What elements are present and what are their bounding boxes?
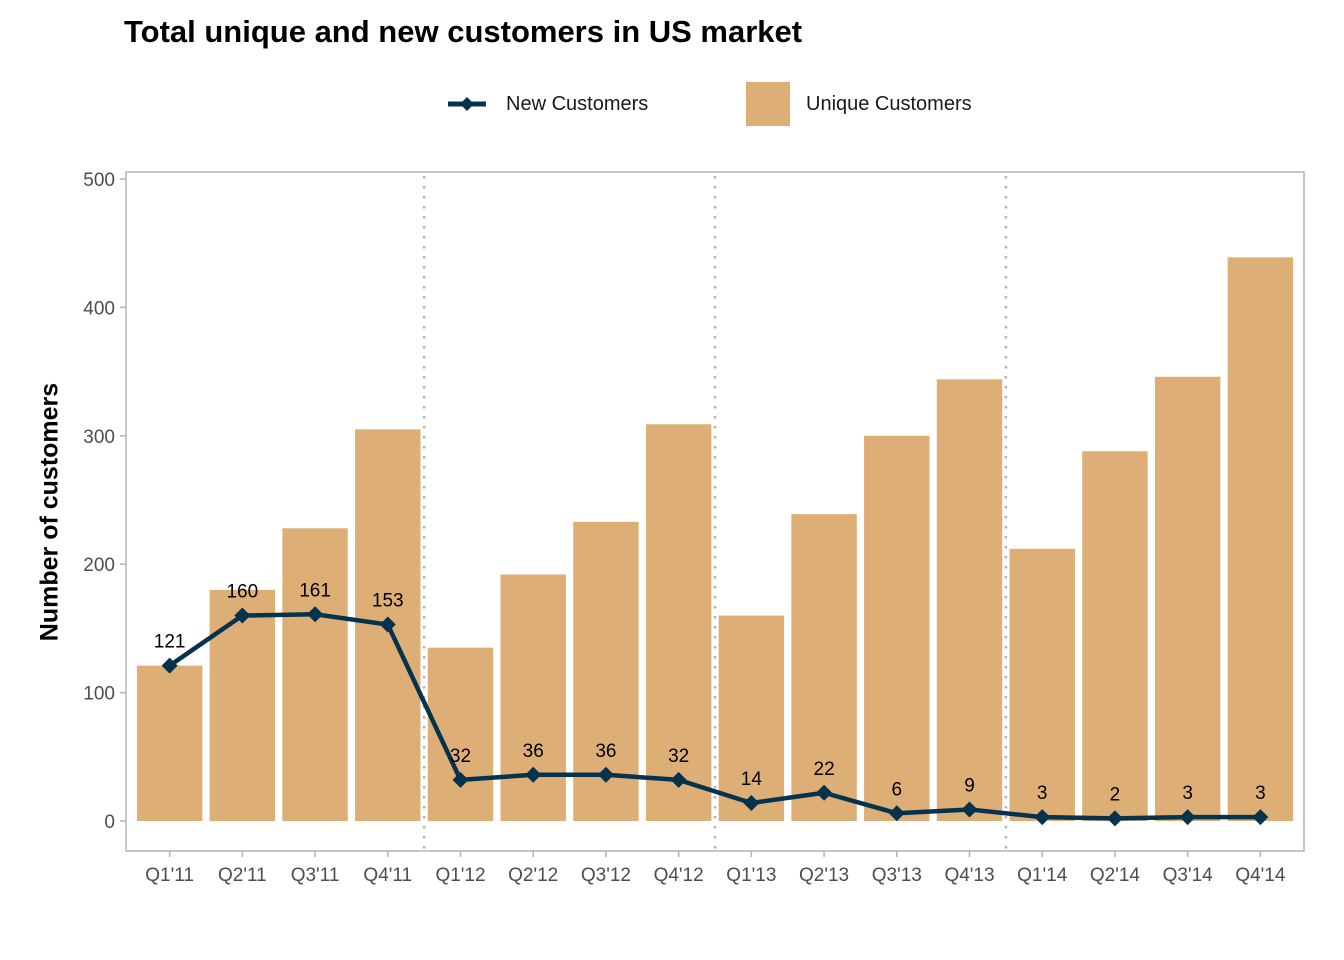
- x-tick-label: Q1'11: [145, 865, 194, 886]
- x-tick-label: Q4'13: [944, 865, 994, 886]
- data-label-new-customers: 14: [741, 769, 763, 790]
- x-tick-label: Q4'14: [1235, 865, 1286, 886]
- x-tick-label: Q3'13: [872, 865, 922, 886]
- data-label-new-customers: 121: [154, 632, 186, 653]
- new-customers-point: [743, 795, 760, 812]
- legend-item-unique-customers[interactable]: Unique Customers: [746, 80, 972, 128]
- bar-unique-customers: [136, 665, 203, 821]
- x-tick-label: Q2'14: [1090, 865, 1141, 886]
- y-tick-label: 200: [83, 555, 115, 576]
- bar-unique-customers: [936, 379, 1003, 821]
- new-customers-point: [234, 607, 251, 624]
- data-label-new-customers: 161: [299, 580, 331, 601]
- new-customers-point: [1034, 809, 1051, 826]
- legend-label-unique-customers: Unique Customers: [806, 92, 972, 115]
- bar-unique-customers: [1154, 376, 1221, 821]
- x-tick-label: Q2'13: [799, 865, 849, 886]
- new-customers-point: [1106, 810, 1123, 827]
- y-axis-title: Number of customers: [35, 382, 64, 642]
- x-tick-label: Q3'11: [291, 865, 340, 886]
- data-label-new-customers: 36: [595, 741, 616, 762]
- x-tick-label: Q1'12: [435, 865, 485, 886]
- legend-line-diamond-icon: [448, 97, 486, 111]
- new-customers-point: [1252, 809, 1269, 826]
- x-tick-label: Q3'14: [1163, 865, 1214, 886]
- y-tick-label: 300: [83, 427, 115, 448]
- bar-unique-customers: [282, 528, 348, 821]
- bar-unique-customers: [1227, 257, 1294, 822]
- data-label-new-customers: 6: [892, 779, 903, 800]
- bar-unique-customers: [718, 615, 785, 821]
- data-label-new-customers: 2: [1110, 784, 1121, 805]
- x-tick-label: Q4'12: [654, 865, 704, 886]
- bar-unique-customers: [209, 589, 276, 821]
- bar-unique-customers: [645, 424, 712, 821]
- new-customers-point: [670, 771, 687, 788]
- new-customers-point: [525, 766, 542, 783]
- new-customers-point: [379, 616, 396, 633]
- legend-item-new-customers[interactable]: New Customers: [446, 80, 648, 128]
- bar-unique-customers: [791, 514, 857, 821]
- bar-unique-customers: [864, 435, 930, 821]
- y-tick-label: 100: [83, 684, 115, 705]
- data-label-new-customers: 36: [523, 741, 544, 762]
- data-label-new-customers: 9: [964, 775, 975, 796]
- bar-unique-customers: [1009, 548, 1075, 821]
- new-customers-point: [161, 657, 178, 674]
- new-customers-point: [307, 606, 324, 623]
- x-tick-label: Q1'14: [1017, 865, 1068, 886]
- legend-swatch-unique-customers: [746, 82, 790, 126]
- data-label-new-customers: 153: [372, 591, 404, 612]
- data-label-new-customers: 32: [450, 746, 471, 767]
- new-customers-point: [452, 771, 469, 788]
- x-tick-label: Q2'12: [508, 865, 558, 886]
- new-customers-point: [961, 801, 978, 818]
- data-label-new-customers: 32: [668, 746, 689, 767]
- new-customers-point: [1179, 809, 1196, 826]
- legend: New Customers Unique Customers: [0, 80, 1344, 130]
- data-label-new-customers: 160: [226, 582, 258, 603]
- chart-title: Total unique and new customers in US mar…: [124, 14, 803, 49]
- new-customers-point: [888, 805, 905, 822]
- panel-border: [125, 171, 1305, 852]
- new-customers-line-layer: [161, 606, 1269, 827]
- axes-layer: 0 100 200 300 400 500 Q1'11 Q2'11 Q3'11 Q4'11 Q1'1…: [83, 170, 1305, 886]
- x-tick-label: Q1'13: [726, 865, 776, 886]
- bar-unique-customers: [1082, 451, 1148, 821]
- bar-unique-customers: [500, 574, 566, 821]
- x-tick-label: Q2'11: [218, 865, 267, 886]
- y-tick-label: 500: [83, 170, 115, 191]
- y-tick-label: 0: [104, 812, 115, 833]
- new-customers-point: [816, 784, 833, 801]
- y-tick-label: 400: [83, 298, 115, 319]
- data-label-new-customers: 22: [814, 759, 835, 780]
- bars-layer: [136, 257, 1294, 822]
- x-tick-label: Q3'12: [581, 865, 631, 886]
- new-customers-line: [168, 612, 1261, 821]
- new-customers-point: [597, 766, 614, 783]
- data-label-new-customers: 3: [1255, 783, 1266, 804]
- legend-label-new-customers: New Customers: [506, 92, 649, 115]
- x-tick-label: Q4'11: [363, 865, 412, 886]
- data-label-new-customers: 3: [1037, 783, 1048, 804]
- data-label-new-customers: 3: [1182, 783, 1193, 804]
